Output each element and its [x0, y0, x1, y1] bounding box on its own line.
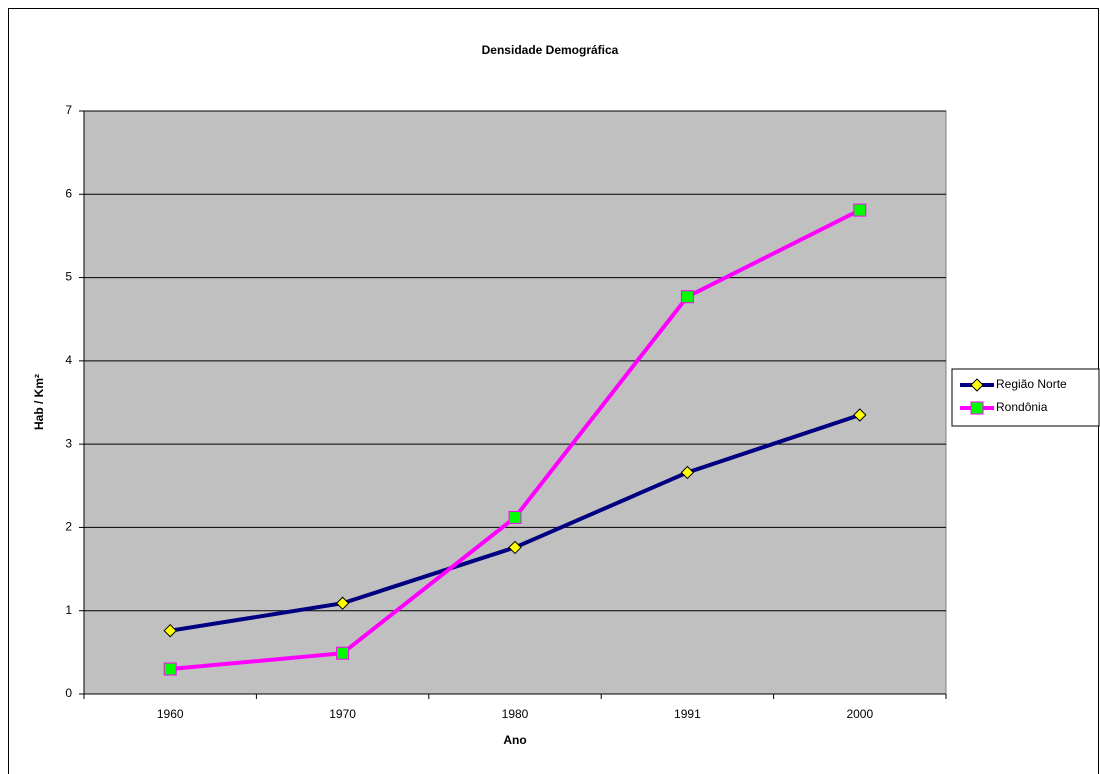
- data-point: [163, 623, 177, 638]
- x-tick-label: 2000: [846, 707, 873, 721]
- y-tick-label: 3: [65, 436, 72, 450]
- x-tick-label: 1980: [502, 707, 529, 721]
- legend: [951, 368, 1100, 427]
- y-tick-label: 1: [65, 603, 72, 617]
- y-tick-label: 6: [65, 186, 72, 200]
- legend-marker: [970, 401, 984, 415]
- data-point: [853, 408, 867, 422]
- data-point: [853, 203, 867, 217]
- data-point: [680, 465, 695, 480]
- legend-marker: [970, 378, 984, 392]
- data-point: [508, 510, 522, 524]
- data-point: [335, 596, 350, 610]
- y-tick-label: 4: [65, 353, 72, 367]
- data-point: [680, 290, 694, 304]
- chart-title: Densidade Demográfica: [482, 43, 619, 57]
- data-point: [508, 540, 522, 555]
- y-tick-label: 7: [65, 103, 72, 117]
- x-tick-label: 1991: [674, 707, 701, 721]
- y-tick-label: 5: [65, 270, 72, 284]
- plot-area: [83, 110, 947, 695]
- y-tick-label: 0: [65, 686, 72, 700]
- data-point: [336, 646, 350, 660]
- data-point: [163, 662, 177, 676]
- legend-label: Região Norte: [996, 377, 1067, 391]
- y-tick-label: 2: [65, 520, 72, 534]
- x-tick-label: 1970: [329, 707, 356, 721]
- x-tick-label: 1960: [157, 707, 184, 721]
- y-axis-label: Hab / Km²: [32, 374, 46, 430]
- x-axis-label: Ano: [503, 733, 526, 747]
- legend-label: Rondônia: [996, 400, 1048, 414]
